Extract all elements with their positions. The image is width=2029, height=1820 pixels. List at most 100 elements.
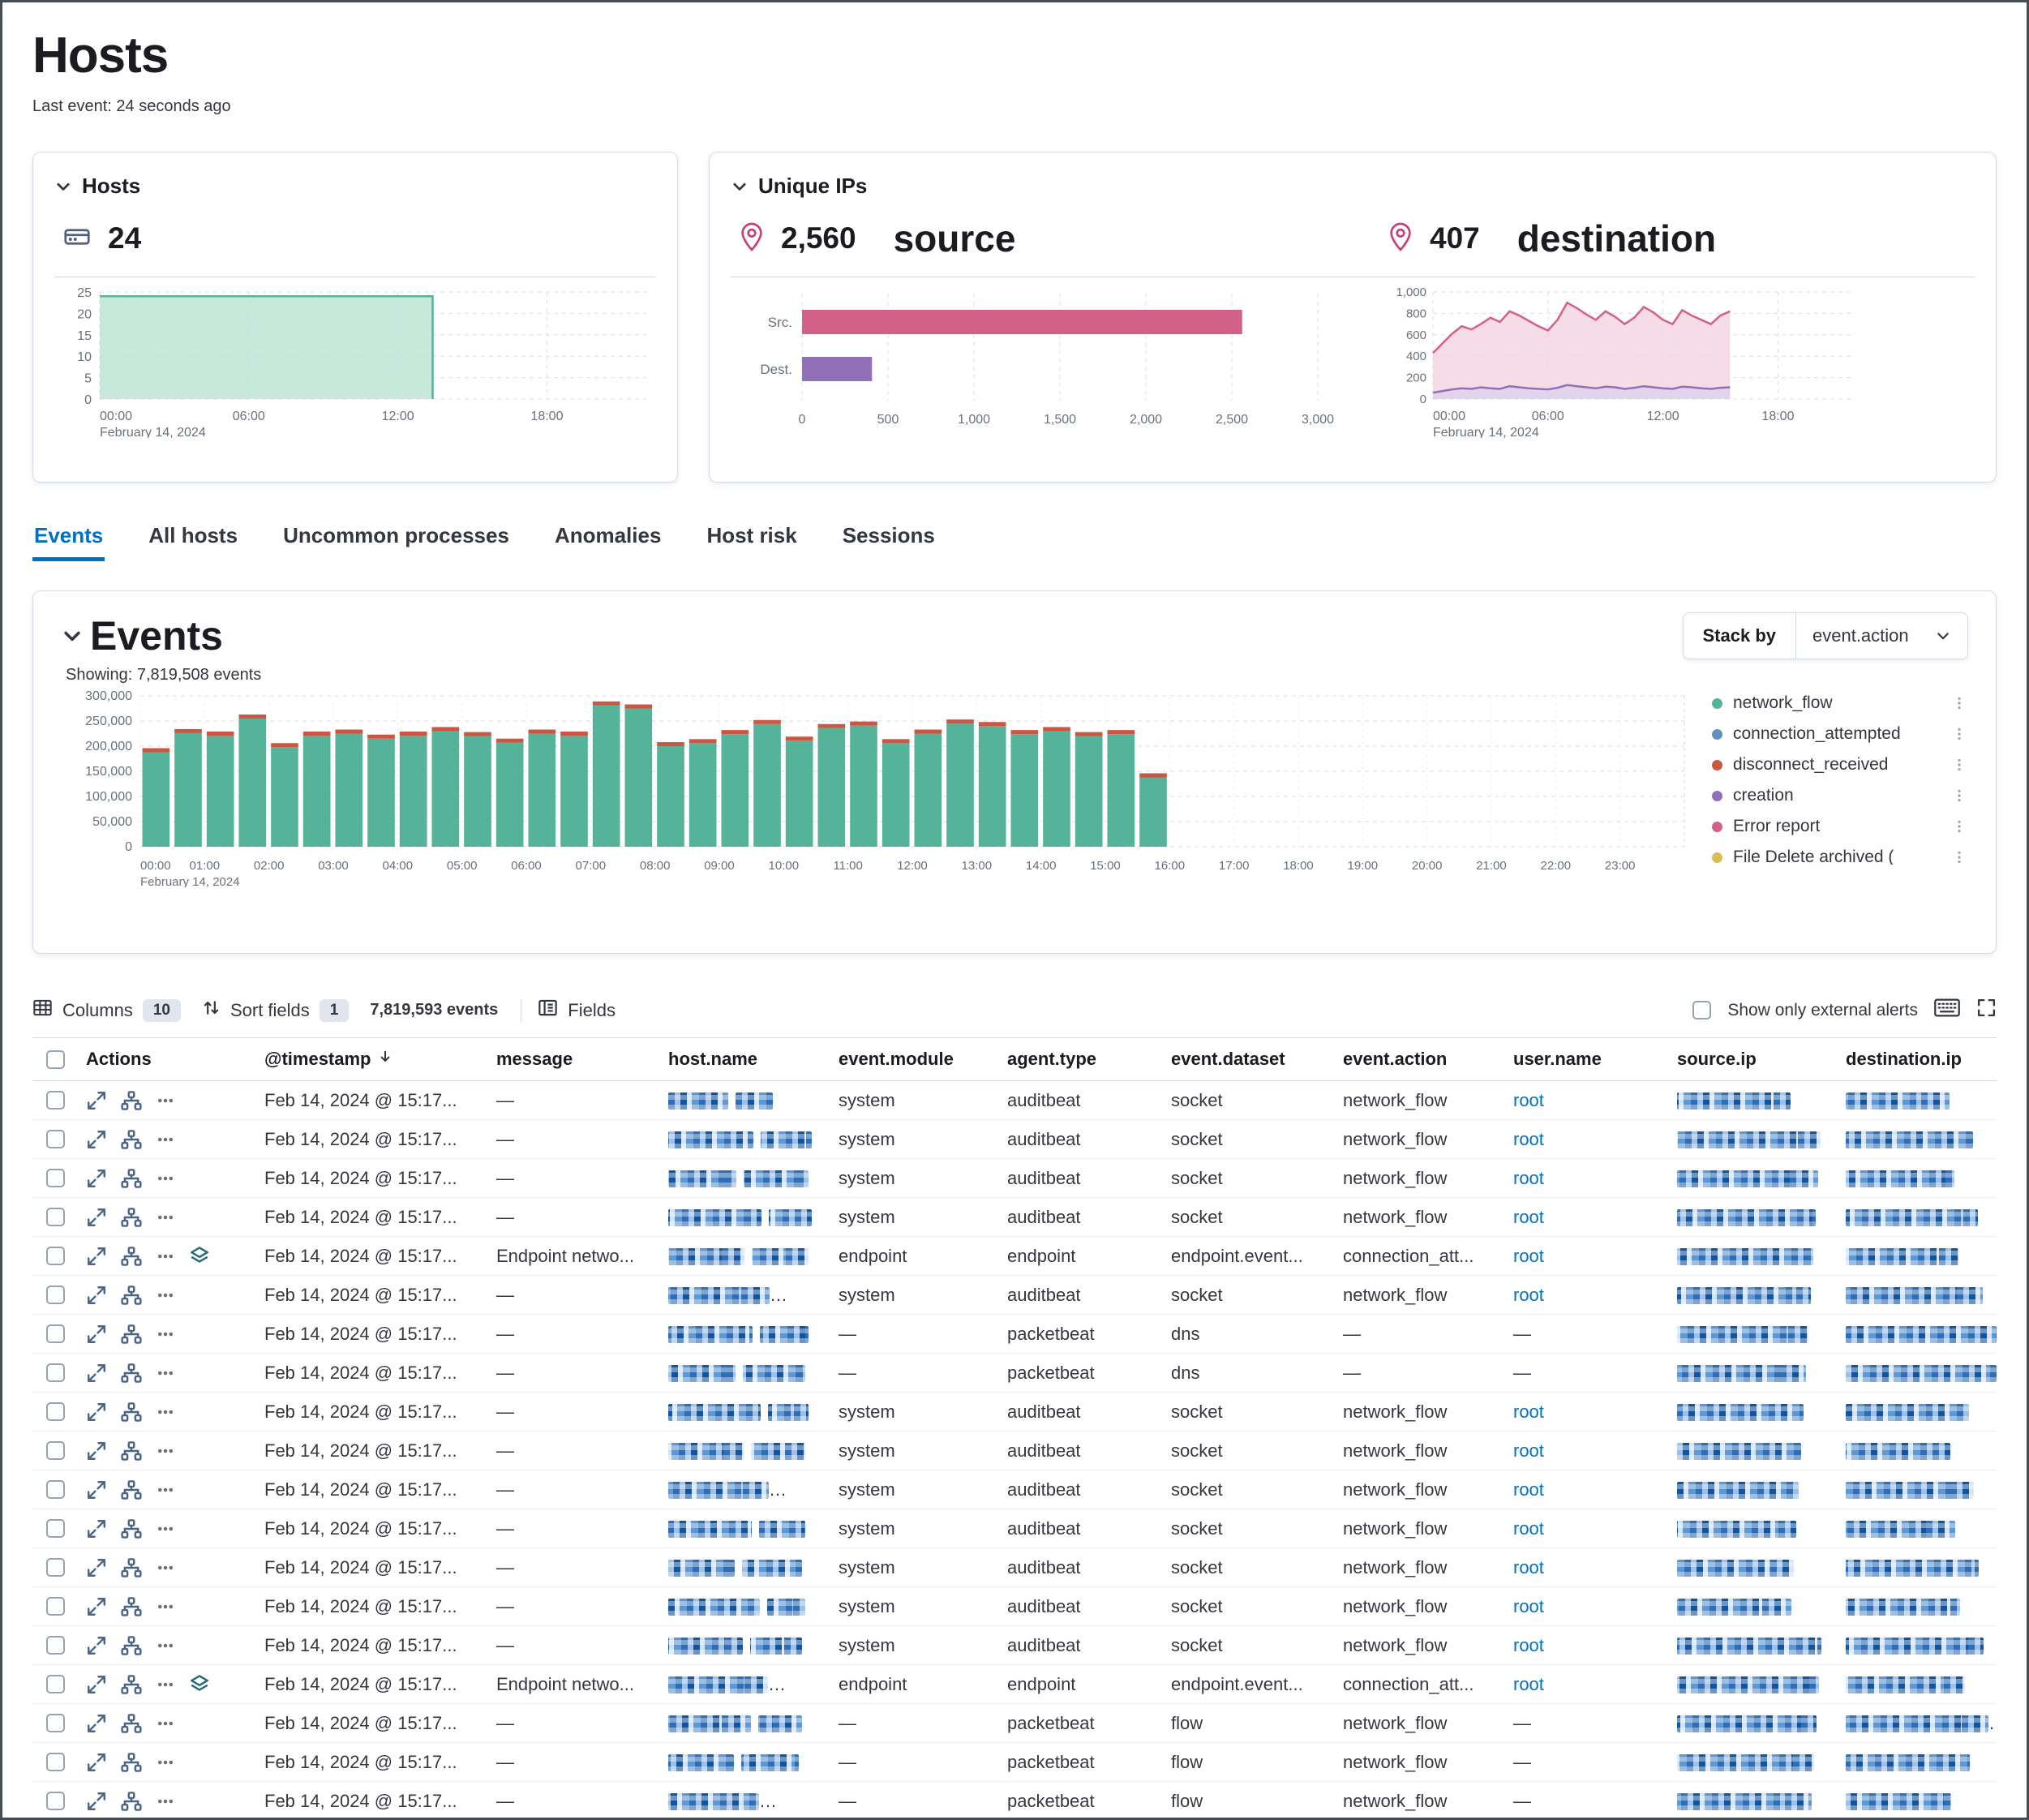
analyze-event-icon[interactable] <box>121 1324 142 1345</box>
analyze-event-icon[interactable] <box>121 1674 142 1695</box>
analyze-event-icon[interactable] <box>121 1090 142 1111</box>
row-checkbox[interactable] <box>45 1675 65 1693</box>
user-name-link[interactable]: root <box>1513 1479 1544 1500</box>
row-checkbox[interactable] <box>45 1441 65 1460</box>
expand-event-icon[interactable] <box>86 1440 107 1462</box>
expand-event-icon[interactable] <box>86 1129 107 1150</box>
col-header-destination-ip[interactable]: destination.ip <box>1846 1049 1962 1069</box>
user-name-link[interactable]: root <box>1513 1440 1544 1461</box>
endpoint-badge-icon[interactable] <box>189 1674 210 1695</box>
expand-event-icon[interactable] <box>86 1479 107 1500</box>
more-actions-icon[interactable] <box>156 1441 175 1461</box>
row-checkbox[interactable] <box>45 1480 65 1499</box>
row-checkbox[interactable] <box>45 1792 65 1810</box>
user-name-link[interactable]: root <box>1513 1517 1544 1539</box>
legend-options-icon[interactable] <box>1952 758 1967 772</box>
more-actions-icon[interactable] <box>156 1597 175 1616</box>
legend-options-icon[interactable] <box>1952 819 1967 834</box>
user-name-link[interactable]: root <box>1513 1634 1544 1655</box>
more-actions-icon[interactable] <box>156 1753 175 1772</box>
endpoint-badge-icon[interactable] <box>189 1246 210 1267</box>
user-name-link[interactable]: root <box>1513 1245 1544 1266</box>
tab-host-risk[interactable]: Host risk <box>705 523 798 561</box>
more-actions-icon[interactable] <box>156 1091 175 1110</box>
legend-item[interactable]: network_flow <box>1712 688 1967 719</box>
col-header-event-dataset[interactable]: event.dataset <box>1171 1049 1285 1069</box>
row-checkbox[interactable] <box>45 1324 65 1343</box>
row-checkbox[interactable] <box>45 1597 65 1616</box>
sort-fields-button[interactable]: Sort fields 1 <box>202 998 350 1022</box>
user-name-link[interactable]: root <box>1513 1284 1544 1305</box>
analyze-event-icon[interactable] <box>121 1285 142 1306</box>
tab-sessions[interactable]: Sessions <box>841 523 937 561</box>
expand-event-icon[interactable] <box>86 1363 107 1384</box>
more-actions-icon[interactable] <box>156 1286 175 1305</box>
row-checkbox[interactable] <box>45 1208 65 1226</box>
tab-events[interactable]: Events <box>32 523 105 561</box>
analyze-event-icon[interactable] <box>121 1518 142 1539</box>
analyze-event-icon[interactable] <box>121 1791 142 1812</box>
analyze-event-icon[interactable] <box>121 1752 142 1773</box>
expand-event-icon[interactable] <box>86 1401 107 1423</box>
analyze-event-icon[interactable] <box>121 1479 142 1500</box>
row-checkbox[interactable] <box>45 1363 65 1382</box>
analyze-event-icon[interactable] <box>121 1713 142 1734</box>
legend-item[interactable]: disconnect_received <box>1712 749 1967 780</box>
more-actions-icon[interactable] <box>156 1169 175 1188</box>
stack-by-select[interactable]: Stack by event.action <box>1682 612 1968 659</box>
legend-item[interactable]: creation <box>1712 780 1967 811</box>
more-actions-icon[interactable] <box>156 1519 175 1539</box>
legend-options-icon[interactable] <box>1952 788 1967 803</box>
expand-event-icon[interactable] <box>86 1713 107 1734</box>
more-actions-icon[interactable] <box>156 1792 175 1811</box>
expand-event-icon[interactable] <box>86 1674 107 1695</box>
row-checkbox[interactable] <box>45 1247 65 1265</box>
col-header-agent-type[interactable]: agent.type <box>1007 1049 1097 1069</box>
legend-options-icon[interactable] <box>1952 850 1967 865</box>
tab-uncommon-processes[interactable]: Uncommon processes <box>281 523 511 561</box>
col-header-event-action[interactable]: event.action <box>1343 1049 1448 1069</box>
expand-event-icon[interactable] <box>86 1557 107 1578</box>
row-checkbox[interactable] <box>45 1753 65 1771</box>
collapse-chevron-icon[interactable] <box>61 625 84 647</box>
tab-anomalies[interactable]: Anomalies <box>553 523 663 561</box>
legend-options-icon[interactable] <box>1952 727 1967 741</box>
select-all-checkbox[interactable] <box>45 1050 65 1069</box>
col-header-event-module[interactable]: event.module <box>839 1049 954 1069</box>
col-header-message[interactable]: message <box>496 1049 573 1069</box>
row-checkbox[interactable] <box>45 1286 65 1304</box>
analyze-event-icon[interactable] <box>121 1207 142 1228</box>
user-name-link[interactable]: root <box>1513 1206 1544 1227</box>
analyze-event-icon[interactable] <box>121 1129 142 1150</box>
user-name-link[interactable]: root <box>1513 1673 1544 1694</box>
more-actions-icon[interactable] <box>156 1675 175 1694</box>
expand-event-icon[interactable] <box>86 1207 107 1228</box>
more-actions-icon[interactable] <box>156 1208 175 1227</box>
more-actions-icon[interactable] <box>156 1324 175 1344</box>
more-actions-icon[interactable] <box>156 1480 175 1500</box>
row-checkbox[interactable] <box>45 1519 65 1538</box>
more-actions-icon[interactable] <box>156 1130 175 1149</box>
expand-event-icon[interactable] <box>86 1285 107 1306</box>
more-actions-icon[interactable] <box>156 1363 175 1383</box>
col-header-host-name[interactable]: host.name <box>668 1049 758 1069</box>
show-external-alerts-checkbox[interactable] <box>1692 1001 1712 1019</box>
user-name-link[interactable]: root <box>1513 1595 1544 1616</box>
col-header-timestamp[interactable]: @timestamp <box>264 1049 496 1070</box>
expand-event-icon[interactable] <box>86 1518 107 1539</box>
analyze-event-icon[interactable] <box>121 1246 142 1267</box>
row-checkbox[interactable] <box>45 1402 65 1421</box>
row-checkbox[interactable] <box>45 1169 65 1187</box>
row-checkbox[interactable] <box>45 1091 65 1110</box>
more-actions-icon[interactable] <box>156 1714 175 1733</box>
row-checkbox[interactable] <box>45 1558 65 1577</box>
analyze-event-icon[interactable] <box>121 1557 142 1578</box>
row-checkbox[interactable] <box>45 1714 65 1732</box>
columns-button[interactable]: Columns 10 <box>32 998 181 1023</box>
row-checkbox[interactable] <box>45 1636 65 1655</box>
more-actions-icon[interactable] <box>156 1558 175 1577</box>
legend-options-icon[interactable] <box>1952 696 1967 710</box>
expand-event-icon[interactable] <box>86 1791 107 1812</box>
col-header-user-name[interactable]: user.name <box>1513 1049 1602 1069</box>
more-actions-icon[interactable] <box>156 1402 175 1422</box>
